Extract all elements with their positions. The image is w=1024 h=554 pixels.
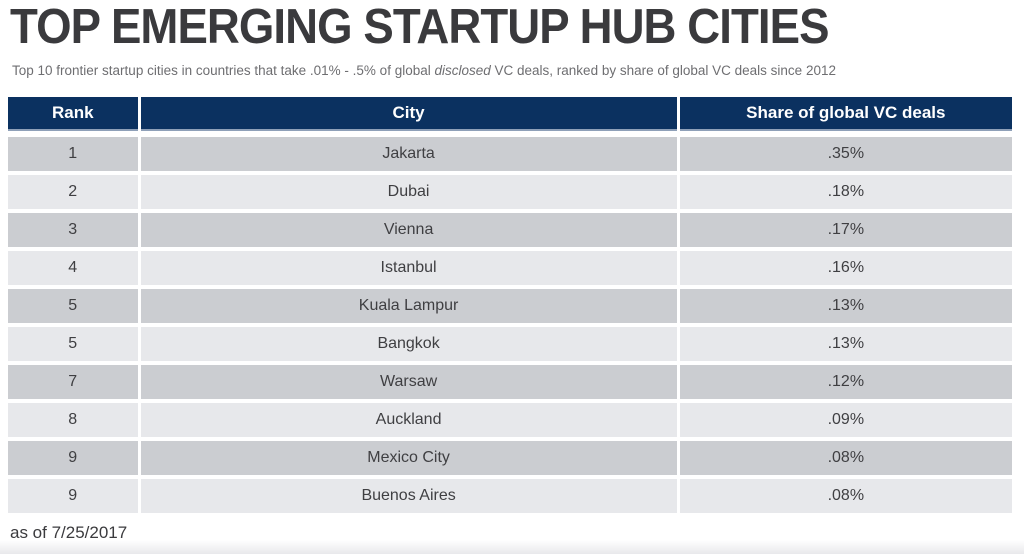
rank-cell: 9 xyxy=(8,441,138,475)
city-cell: Jakarta xyxy=(140,137,677,171)
share-cell: .08% xyxy=(679,441,1012,475)
city-cell: Buenos Aires xyxy=(140,479,677,513)
rank-cell: 3 xyxy=(8,213,138,247)
page-subtitle: Top 10 frontier startup cities in countr… xyxy=(12,62,1024,80)
city-cell: Bangkok xyxy=(140,327,677,361)
share-cell: .35% xyxy=(679,137,1012,171)
rank-cell: 1 xyxy=(8,137,138,171)
column-header-share: Share of global VC deals xyxy=(679,97,1012,131)
table-row: 1 Jakarta .35% xyxy=(8,137,1012,171)
share-cell: .08% xyxy=(679,479,1012,513)
city-cell: Auckland xyxy=(140,403,677,437)
share-cell: .18% xyxy=(679,175,1012,209)
column-header-rank: Rank xyxy=(8,97,138,131)
rank-cell: 8 xyxy=(8,403,138,437)
table-row: 9 Mexico City .08% xyxy=(8,441,1012,475)
city-cell: Kuala Lampur xyxy=(140,289,677,323)
subtitle-text-italic: disclosed xyxy=(434,63,491,78)
share-cell: .13% xyxy=(679,289,1012,323)
table-row: 3 Vienna .17% xyxy=(8,213,1012,247)
rank-cell: 7 xyxy=(8,365,138,399)
table-row: 2 Dubai .18% xyxy=(8,175,1012,209)
share-cell: .16% xyxy=(679,251,1012,285)
rank-cell: 5 xyxy=(8,289,138,323)
table-row: 8 Auckland .09% xyxy=(8,403,1012,437)
as-of-date: as of 7/25/2017 xyxy=(10,523,128,542)
table-row: 9 Buenos Aires .08% xyxy=(8,479,1012,513)
share-cell: .09% xyxy=(679,403,1012,437)
share-cell: .17% xyxy=(679,213,1012,247)
page-title: TOP EMERGING STARTUP HUB CITIES xyxy=(10,0,829,54)
share-cell: .12% xyxy=(679,365,1012,399)
share-cell: .13% xyxy=(679,327,1012,361)
table-row: 7 Warsaw .12% xyxy=(8,365,1012,399)
city-cell: Warsaw xyxy=(140,365,677,399)
subtitle-text-after: VC deals, ranked by share of global VC d… xyxy=(490,63,836,78)
rank-cell: 9 xyxy=(8,479,138,513)
table-row: 5 Bangkok .13% xyxy=(8,327,1012,361)
table-header-row: Rank City Share of global VC deals xyxy=(8,97,1012,131)
column-header-city: City xyxy=(140,97,677,131)
city-cell: Vienna xyxy=(140,213,677,247)
rank-cell: 4 xyxy=(8,251,138,285)
table-row: 4 Istanbul .16% xyxy=(8,251,1012,285)
subtitle-text-before: Top 10 frontier startup cities in countr… xyxy=(12,63,435,78)
table-row: 5 Kuala Lampur .13% xyxy=(8,289,1012,323)
rank-cell: 2 xyxy=(8,175,138,209)
rank-cell: 5 xyxy=(8,327,138,361)
city-cell: Istanbul xyxy=(140,251,677,285)
ranking-table: Rank City Share of global VC deals 1 Jak… xyxy=(8,97,1012,513)
city-cell: Dubai xyxy=(140,175,677,209)
city-cell: Mexico City xyxy=(140,441,677,475)
